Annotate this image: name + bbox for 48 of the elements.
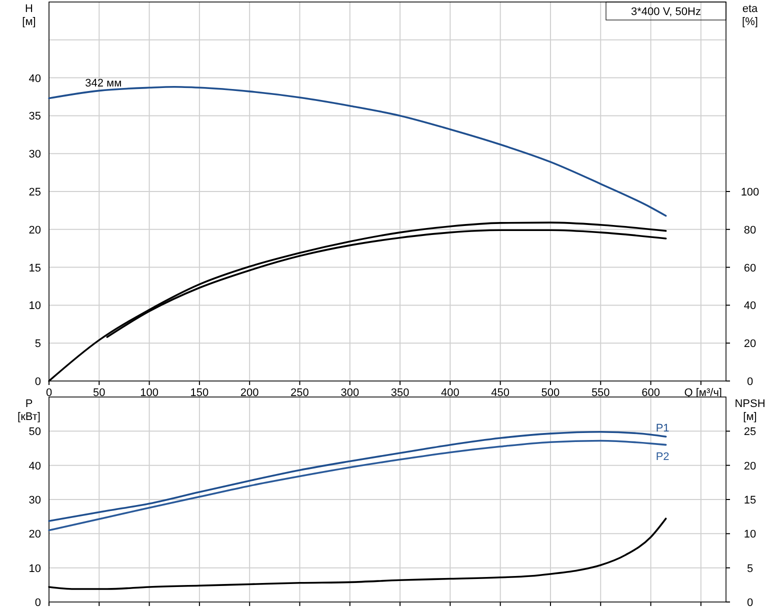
y-tick-label: 30 <box>28 494 41 506</box>
y2-tick-label: 5 <box>746 562 754 575</box>
y2-axis-title: eta [%] <box>742 3 759 28</box>
x-tick-label: 0 <box>46 387 52 399</box>
series-label: P1 <box>656 422 670 435</box>
x-tick-label: 350 <box>390 387 410 399</box>
y2-tick-label: 40 <box>744 300 756 312</box>
y2-tick-label: 20 <box>744 460 756 472</box>
chart-title: 3*400 V, 50Hz <box>631 6 701 18</box>
y2-tick-label: 0 <box>746 376 754 388</box>
y2-tick-label: 60 <box>744 262 756 274</box>
x-tick-label: 600 <box>642 387 660 399</box>
x-tick-label: 200 <box>240 387 259 399</box>
x-tick-label: 400 <box>441 387 460 399</box>
y2-tick-label: 20 <box>744 338 756 350</box>
y-tick-label: 0 <box>34 597 41 609</box>
y-axis-title: P [кВт] <box>18 398 40 423</box>
y-tick-label: 15 <box>28 262 41 274</box>
y-tick-label: 30 <box>28 148 41 161</box>
x-tick-label: 250 <box>290 387 309 399</box>
y-tick-label: 35 <box>28 110 41 123</box>
y-tick-label: 10 <box>28 562 41 575</box>
y-tick-label: 5 <box>34 338 41 350</box>
y2-tick-label: 100 <box>740 186 760 198</box>
y-axis-title: H [м] <box>22 3 36 28</box>
y-tick-label: 10 <box>28 300 41 312</box>
y2-tick-label: 0 <box>746 597 754 609</box>
y2-axis-title: NPSH [м] <box>734 398 766 423</box>
x-tick-label: 550 <box>591 387 610 399</box>
series-label: P2 <box>656 450 670 463</box>
y-tick-label: 40 <box>28 460 41 472</box>
x-tick-label: 450 <box>491 387 510 399</box>
y-tick-label: 20 <box>28 528 41 541</box>
y2-tick-label: 80 <box>744 224 756 236</box>
y2-tick-label: 25 <box>744 426 756 438</box>
y-tick-label: 0 <box>34 376 41 388</box>
y2-tick-label: 10 <box>744 528 756 541</box>
y-tick-label: 40 <box>28 72 41 85</box>
y-tick-label: 25 <box>28 186 41 198</box>
y2-tick-label: 15 <box>744 494 756 506</box>
annotation: 342 мм <box>85 78 122 90</box>
y-tick-label: 20 <box>28 224 41 236</box>
x-tick-label: 100 <box>140 387 158 399</box>
y-tick-label: 50 <box>28 426 41 438</box>
x-tick-label: 300 <box>340 387 360 399</box>
x-tick-label: 150 <box>190 387 209 399</box>
x-tick-label: 50 <box>93 387 106 399</box>
x-tick-label: 500 <box>541 387 560 399</box>
